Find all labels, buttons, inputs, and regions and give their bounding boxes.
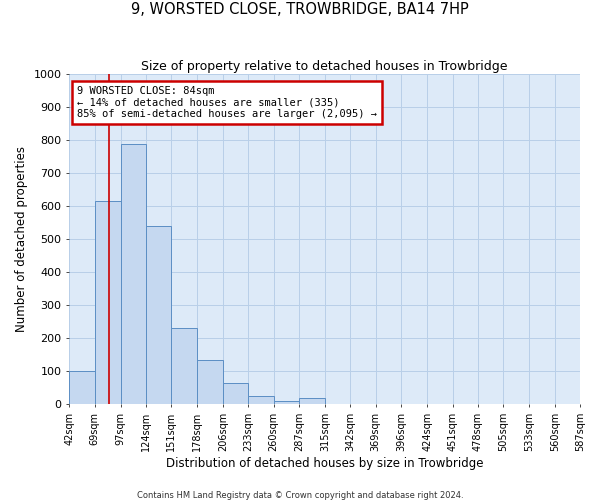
- Bar: [223, 383, 248, 404]
- Bar: [146, 226, 172, 404]
- Bar: [274, 401, 299, 404]
- X-axis label: Distribution of detached houses by size in Trowbridge: Distribution of detached houses by size …: [166, 457, 484, 470]
- Bar: [121, 144, 146, 404]
- Text: Contains HM Land Registry data © Crown copyright and database right 2024.: Contains HM Land Registry data © Crown c…: [137, 490, 463, 500]
- Bar: [248, 396, 274, 404]
- Text: 9 WORSTED CLOSE: 84sqm
← 14% of detached houses are smaller (335)
85% of semi-de: 9 WORSTED CLOSE: 84sqm ← 14% of detached…: [77, 86, 377, 119]
- Text: 9, WORSTED CLOSE, TROWBRIDGE, BA14 7HP: 9, WORSTED CLOSE, TROWBRIDGE, BA14 7HP: [131, 2, 469, 18]
- Bar: [172, 328, 197, 404]
- Title: Size of property relative to detached houses in Trowbridge: Size of property relative to detached ho…: [142, 60, 508, 73]
- Y-axis label: Number of detached properties: Number of detached properties: [15, 146, 28, 332]
- Bar: [299, 398, 325, 404]
- Bar: [95, 202, 121, 404]
- Bar: [197, 360, 223, 405]
- Bar: [69, 372, 95, 404]
